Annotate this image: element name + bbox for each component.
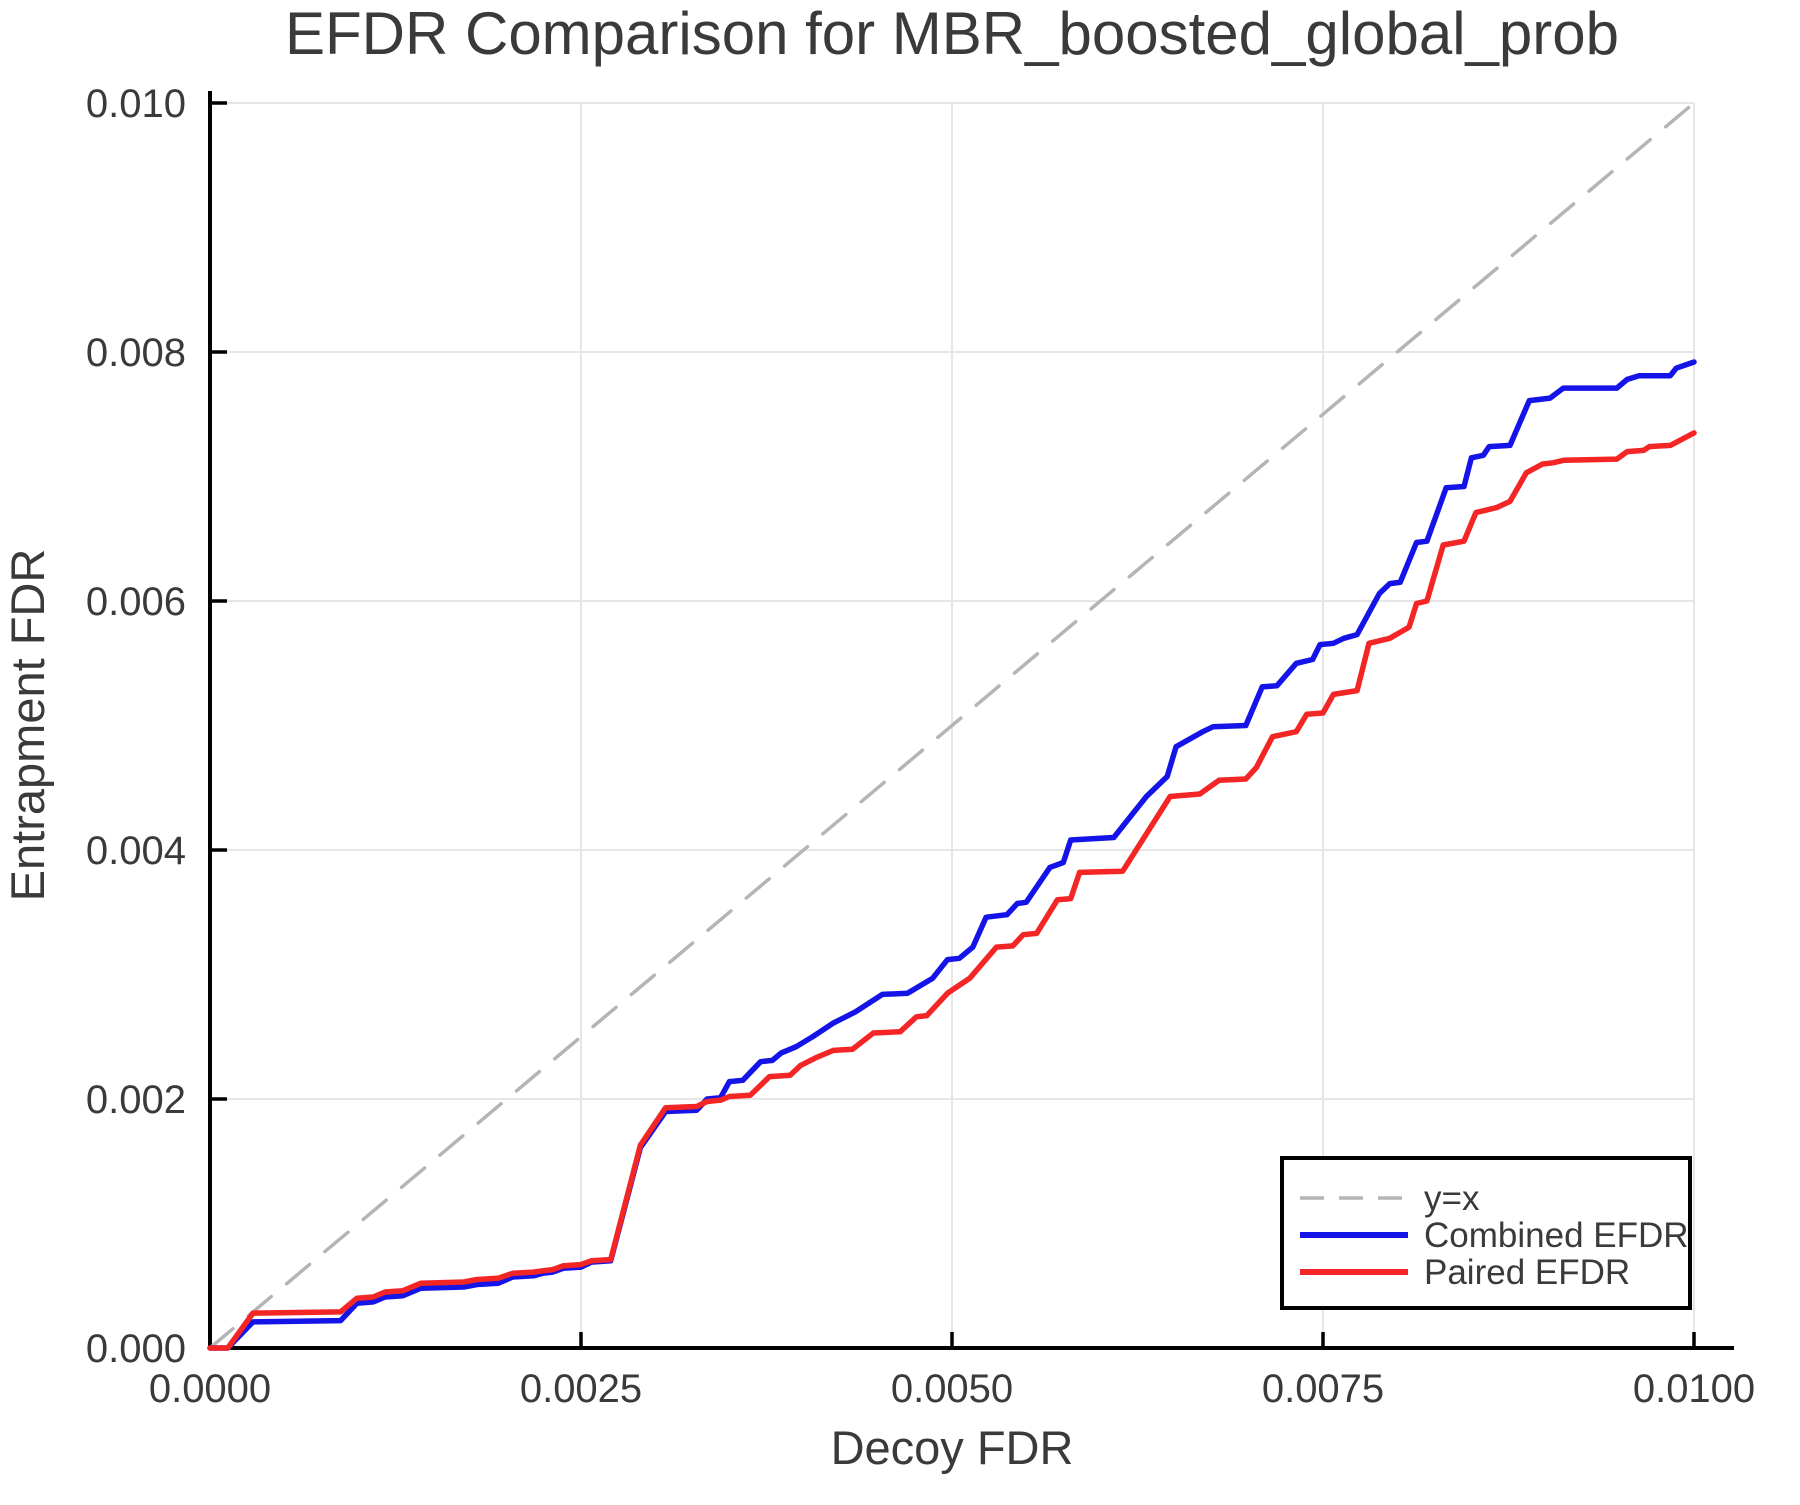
x-tick-label: 0.0075 bbox=[1262, 1367, 1384, 1411]
legend-label-identity: y=x bbox=[1424, 1179, 1480, 1218]
x-tick-label: 0.0050 bbox=[891, 1367, 1013, 1411]
x-tick-label: 0.0100 bbox=[1633, 1367, 1755, 1411]
combined-efdr-line bbox=[207, 359, 1697, 1351]
legend: y=x Combined EFDR Paired EFDR bbox=[1280, 1156, 1692, 1310]
x-axis-label: Decoy FDR bbox=[831, 1421, 1074, 1474]
data-series bbox=[207, 101, 1697, 1351]
x-tick-label: 0.0025 bbox=[520, 1367, 642, 1411]
y-tick-label: 0.004 bbox=[86, 829, 186, 873]
chart-title: EFDR Comparison for MBR_boosted_global_p… bbox=[285, 0, 1619, 67]
y-tick-label: 0.006 bbox=[86, 580, 186, 624]
identity-line bbox=[208, 101, 1696, 1350]
y-tick-label: 0.000 bbox=[86, 1327, 186, 1371]
y-tick-label: 0.010 bbox=[86, 82, 186, 126]
axis-ticks bbox=[208, 101, 1696, 1350]
axis-spines bbox=[208, 91, 1734, 1350]
x-tick-label: 0.0000 bbox=[149, 1367, 271, 1411]
y-tick-label: 0.002 bbox=[86, 1078, 186, 1122]
legend-label-combined: Combined EFDR bbox=[1424, 1216, 1689, 1255]
paired-efdr-line bbox=[207, 430, 1697, 1351]
legend-label-paired: Paired EFDR bbox=[1424, 1253, 1630, 1292]
y-axis-label: Entrapment FDR bbox=[1, 549, 54, 902]
y-tick-label: 0.008 bbox=[86, 331, 186, 375]
tick-labels: 0.0000 0.0025 0.0050 0.0075 0.0100 0.000 0.002… bbox=[86, 82, 1755, 1411]
